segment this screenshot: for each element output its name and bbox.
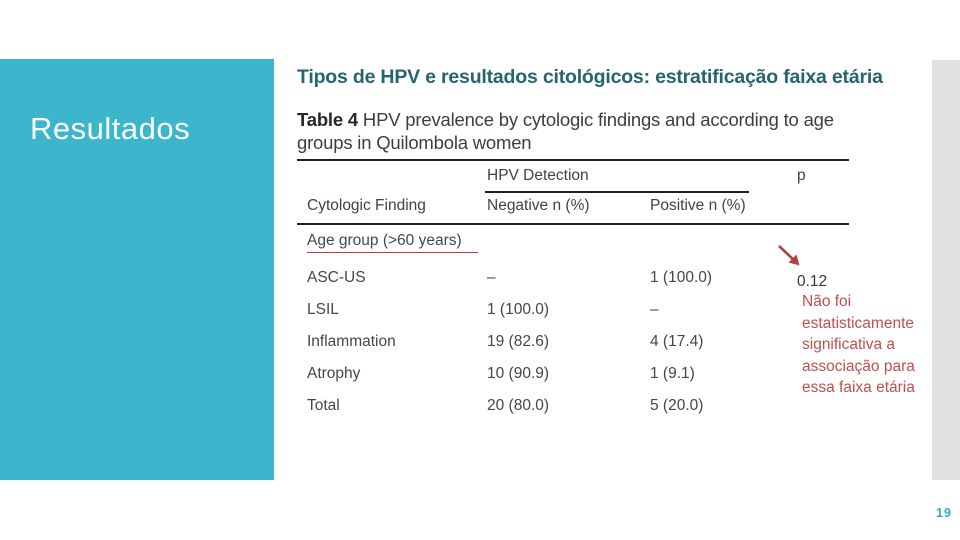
- cell-negative: 19 (82.6): [487, 333, 550, 350]
- data-table: HPV Detection p Cytologic Finding Negati…: [297, 159, 849, 424]
- table-row: ASC-US – 1 (100.0) 0.12: [297, 264, 849, 296]
- cell-positive: 1 (9.1): [650, 365, 695, 382]
- table-row: Total 20 (80.0) 5 (20.0): [297, 392, 849, 424]
- cell-finding: Atrophy: [307, 365, 361, 382]
- cell-positive: 5 (20.0): [650, 397, 704, 414]
- section-label: Resultados: [30, 111, 191, 146]
- table-row: LSIL 1 (100.0) –: [297, 296, 849, 328]
- cell-finding: Inflammation: [307, 333, 396, 350]
- cell-positive: 4 (17.4): [650, 333, 704, 350]
- table-body: Age group (>60 years) ASC-US – 1 (100.0)…: [297, 225, 849, 424]
- column-header-positive: Positive n (%): [650, 197, 746, 214]
- cell-positive: –: [650, 301, 659, 318]
- arrow-down-right-icon: [776, 243, 806, 276]
- annotation-note: Não foi estatisticamente significativa a…: [802, 293, 915, 396]
- page-number: 19: [936, 506, 952, 520]
- table-caption-text: HPV prevalence by cytologic findings and…: [297, 109, 834, 153]
- table-row: Inflammation 19 (82.6) 4 (17.4): [297, 328, 849, 360]
- column-header-finding: Cytologic Finding: [307, 197, 426, 214]
- section-sidebar-panel: Resultados: [0, 59, 274, 480]
- column-group-header: HPV Detection: [487, 167, 589, 184]
- cell-p-value: 0.12: [797, 273, 828, 290]
- cell-finding: Total: [307, 397, 340, 414]
- column-header-negative: Negative n (%): [487, 197, 590, 214]
- cell-finding: ASC-US: [307, 269, 366, 286]
- cell-finding: LSIL: [307, 301, 339, 318]
- table-header: HPV Detection p Cytologic Finding Negati…: [297, 161, 849, 225]
- group-header-underline: [485, 191, 749, 193]
- cell-negative: 1 (100.0): [487, 301, 550, 318]
- table-subgroup-row: Age group (>60 years): [297, 232, 849, 264]
- cell-positive: 1 (100.0): [650, 269, 713, 286]
- subgroup-label: Age group (>60 years): [307, 232, 478, 253]
- cell-negative: –: [487, 269, 496, 286]
- slide-title: Tipos de HPV e resultados citológicos: e…: [297, 66, 883, 88]
- p-column-header: p: [797, 167, 806, 184]
- table-row: Atrophy 10 (90.9) 1 (9.1): [297, 360, 849, 392]
- cell-negative: 10 (90.9): [487, 365, 550, 382]
- table-caption-label: Table 4: [297, 109, 358, 130]
- table-figure: Table 4 HPV prevalence by cytologic find…: [297, 108, 849, 424]
- table-caption: Table 4 HPV prevalence by cytologic find…: [297, 108, 850, 154]
- right-accent-strip: [932, 60, 960, 480]
- cell-negative: 20 (80.0): [487, 397, 550, 414]
